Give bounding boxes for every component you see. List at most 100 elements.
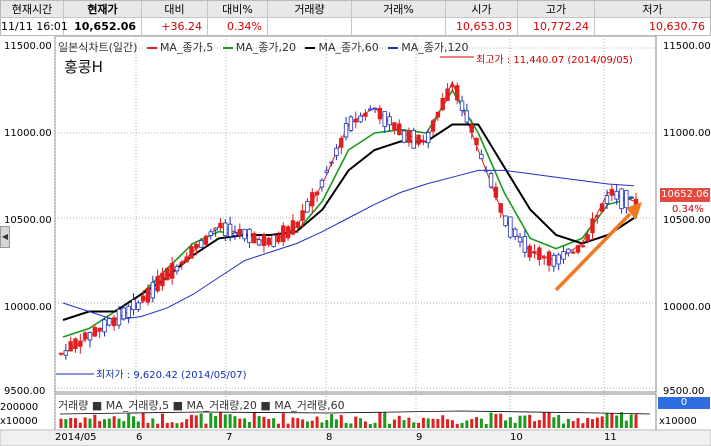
y-tick-label: 9500.00 <box>4 386 46 397</box>
candle-body <box>546 251 552 266</box>
value-volume <box>268 18 352 35</box>
candle-body <box>78 340 83 347</box>
candle-body <box>397 123 402 135</box>
volume-bar <box>634 414 638 428</box>
candle-body <box>242 228 247 240</box>
value-low: 10,630.76 <box>649 20 705 33</box>
candle-body <box>97 327 102 332</box>
volume-bar <box>334 419 338 428</box>
legend-ma20: MA_종가,20 <box>235 41 296 54</box>
volume-bar <box>88 418 92 428</box>
candle-body <box>353 118 358 123</box>
volume-bar <box>552 417 556 428</box>
volume-bar <box>436 418 440 428</box>
volume-bar <box>600 416 604 428</box>
candle-body <box>169 262 175 279</box>
candle-body <box>368 108 373 111</box>
volume-bar <box>102 419 106 428</box>
candle-body <box>479 153 484 160</box>
candle-body <box>508 216 513 238</box>
volume-bar <box>330 414 334 428</box>
candle-body <box>310 192 315 207</box>
candle-body <box>256 239 262 246</box>
volume-bar <box>218 412 222 428</box>
legend-ma60-swatch <box>305 47 316 49</box>
volume-bar <box>64 419 68 428</box>
volume-bar <box>533 421 537 428</box>
candle-body <box>566 248 571 254</box>
volume-bar <box>122 421 126 428</box>
candle-body <box>377 107 383 120</box>
volume-bar <box>131 416 135 428</box>
volume-bar <box>112 416 116 428</box>
y-tick-label-right: 11500.00 <box>663 41 711 52</box>
volume-bar <box>257 416 261 428</box>
chart-canvas[interactable] <box>0 36 711 446</box>
candle-body <box>382 111 387 127</box>
volume-bar <box>489 412 493 428</box>
value-current-price: 10,652.06 <box>64 18 142 35</box>
header-low: 저가 <box>642 3 663 16</box>
candle-body <box>541 256 547 259</box>
volume-bar <box>586 417 590 428</box>
y-tick-label-right: 9500.00 <box>663 386 705 397</box>
candle-body <box>145 288 151 303</box>
candle-body <box>107 318 112 326</box>
volume-bar <box>156 423 160 428</box>
left-scroll-handle[interactable]: ◀ <box>0 226 10 248</box>
volume-bar <box>243 418 247 428</box>
volume-ma-line <box>59 410 651 415</box>
candle-body <box>285 226 291 239</box>
volume-bar <box>615 415 619 428</box>
volume-bar <box>571 421 575 428</box>
candle-body <box>440 98 445 111</box>
header-high: 고가 <box>518 1 595 18</box>
candle-body <box>237 229 242 236</box>
volume-bar <box>93 414 97 428</box>
candle-body <box>150 282 156 299</box>
high-price-annotation: 최고가 : 11,440.07 (2014/09/05) <box>476 55 633 66</box>
volume-bar <box>310 420 314 428</box>
volume-bar <box>339 414 343 428</box>
volume-bar <box>475 417 479 428</box>
header-volume-pct: 거래% <box>352 1 446 18</box>
volume-bar <box>441 415 445 428</box>
candle-body <box>537 247 542 260</box>
candle-body <box>266 237 271 246</box>
y-tick-label: 10000.00 <box>4 302 52 313</box>
volume-bar <box>388 423 392 428</box>
volume-bar <box>141 412 145 428</box>
volume-bar <box>359 418 363 428</box>
ma-line-120 <box>62 169 635 321</box>
chart-title: 홍콩H <box>64 58 103 76</box>
volume-bar <box>238 418 242 428</box>
volume-bar <box>189 414 193 428</box>
price-chart[interactable]: 일본식차트(일간) MA_종가,5 MA_종가,20 MA_종가,60 MA_종… <box>0 36 711 446</box>
volume-bar <box>272 418 276 428</box>
volume-bar <box>465 420 469 428</box>
candle-body <box>198 240 204 248</box>
candle-body <box>305 201 310 213</box>
volume-bar <box>499 413 503 428</box>
volume-bar <box>281 413 285 428</box>
candle-body <box>343 123 349 138</box>
candle-body <box>580 245 586 248</box>
candle-body <box>116 308 122 326</box>
volume-bar <box>494 413 498 428</box>
trend-arrow-shaft <box>554 212 632 292</box>
candle-body <box>339 137 344 148</box>
volume-bar <box>127 413 131 428</box>
volume-bar <box>252 412 256 428</box>
volume-bar <box>78 422 82 428</box>
candle-body <box>624 190 629 209</box>
volume-bar <box>479 418 483 428</box>
volume-bar <box>412 422 416 428</box>
quote-value-row: 11/11 16:01 10,652.06 +36.24 0.34% 10,65… <box>1 18 710 35</box>
candle-body <box>488 173 494 188</box>
candle-body <box>68 341 73 352</box>
volume-bar <box>576 418 580 428</box>
volume-bar <box>83 417 87 428</box>
candle-body <box>281 225 286 243</box>
header-current-price: 현재가 <box>64 1 142 18</box>
candle-body <box>435 111 441 118</box>
